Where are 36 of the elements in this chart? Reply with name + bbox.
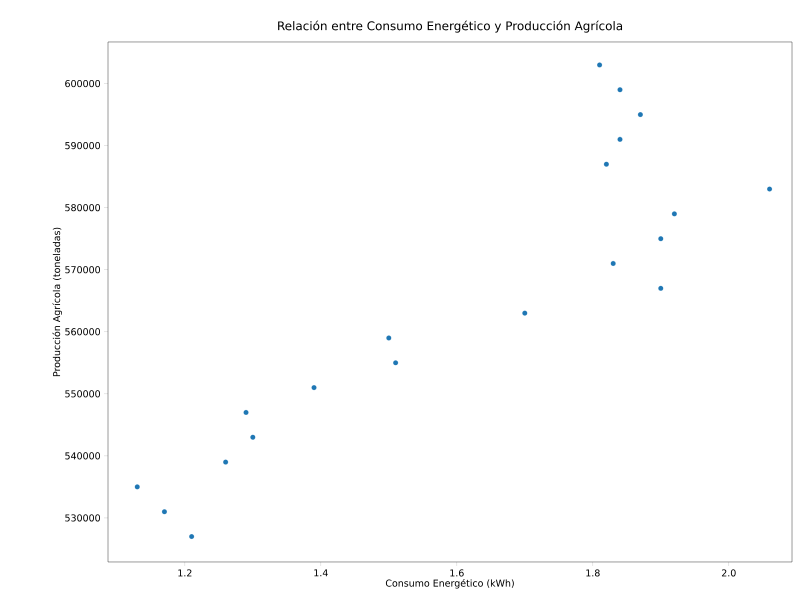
x-tick-label: 1.6 <box>450 569 464 577</box>
point <box>250 434 256 440</box>
y-tick-label: 580000 <box>65 204 100 212</box>
y-tick-label: 530000 <box>65 514 100 522</box>
point <box>617 136 623 142</box>
point <box>522 310 528 316</box>
point <box>610 260 616 266</box>
point <box>188 534 194 540</box>
point <box>134 484 140 490</box>
point <box>386 335 392 341</box>
y-axis-title: Producción Agrícola (toneladas) <box>52 228 62 376</box>
point <box>222 459 228 465</box>
point <box>596 62 602 68</box>
chart-title: Relación entre Consumo Energético y Producción Agrícola <box>278 20 622 33</box>
x-tick-label: 1.2 <box>178 569 192 576</box>
y-tick-label: 550000 <box>65 390 100 398</box>
x-axis-title: Consumo Energético (kWh) <box>386 578 514 589</box>
y-tick-label: 570000 <box>65 266 100 274</box>
point <box>658 286 664 292</box>
y-tick-label: 600000 <box>65 80 100 88</box>
x-tick-label: 1.4 <box>314 569 328 576</box>
point <box>638 112 644 118</box>
point <box>617 87 623 93</box>
point <box>658 236 664 242</box>
y-tick-label: 540000 <box>65 452 100 460</box>
point <box>392 360 398 366</box>
point <box>311 384 317 390</box>
x-tick-label: 1.8 <box>586 569 600 577</box>
point <box>162 508 168 514</box>
point <box>604 161 610 167</box>
y-tick-label: 590000 <box>65 142 100 150</box>
point <box>672 211 678 217</box>
y-tick-label: 560000 <box>65 328 100 336</box>
point <box>766 186 772 192</box>
point <box>243 410 249 416</box>
x-tick-label: 2.0 <box>722 569 736 577</box>
